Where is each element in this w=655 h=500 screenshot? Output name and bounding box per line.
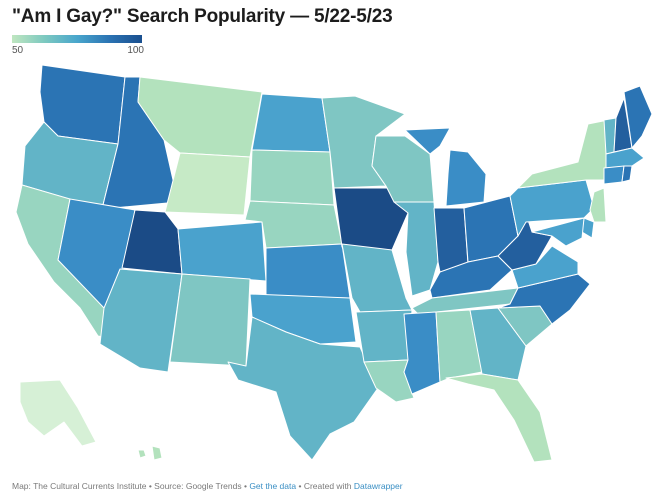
get-data-link[interactable]: Get the data [249, 481, 297, 491]
state-wyoming[interactable] [164, 152, 251, 216]
state-massachusetts[interactable] [605, 147, 645, 169]
state-rhode-island[interactable] [621, 165, 633, 183]
state-mississippi[interactable] [403, 311, 441, 395]
state-colorado[interactable] [177, 221, 267, 282]
legend-gradient-bar [12, 35, 142, 43]
footer-source-text: Map: The Cultural Currents Institute • S… [12, 481, 247, 491]
state-iowa[interactable] [333, 187, 409, 251]
state-michigan[interactable] [404, 127, 487, 207]
state-alaska[interactable] [19, 379, 97, 447]
footer-created-text: • Created with [298, 481, 352, 491]
map-svg [15, 64, 653, 463]
state-hawaii[interactable] [137, 445, 163, 461]
state-new-jersey[interactable] [589, 187, 607, 223]
state-alabama[interactable] [435, 309, 483, 383]
state-new-mexico[interactable] [169, 273, 251, 367]
state-north-dakota[interactable] [251, 93, 331, 153]
state-florida[interactable] [445, 373, 553, 463]
us-choropleth-map [0, 62, 655, 474]
state-kansas[interactable] [265, 243, 351, 299]
state-new-york[interactable] [517, 119, 613, 189]
state-south-dakota[interactable] [249, 149, 335, 206]
legend-min-label: 50 [12, 45, 24, 56]
state-georgia[interactable] [469, 307, 527, 381]
state-maryland[interactable] [531, 217, 585, 247]
state-missouri[interactable] [341, 243, 413, 313]
state-texas[interactable] [227, 316, 379, 461]
state-maine[interactable] [623, 85, 653, 149]
source-footer: Map: The Cultural Currents Institute • S… [12, 481, 642, 491]
state-connecticut[interactable] [603, 165, 625, 185]
datawrapper-link[interactable]: Datawrapper [353, 481, 403, 491]
state-indiana[interactable] [433, 207, 469, 273]
chart-title: "Am I Gay?" Search Popularity — 5/22-5/2… [12, 6, 393, 27]
state-arkansas[interactable] [355, 309, 413, 363]
color-legend: 50 100 [12, 35, 144, 59]
legend-max-label: 100 [127, 45, 144, 56]
